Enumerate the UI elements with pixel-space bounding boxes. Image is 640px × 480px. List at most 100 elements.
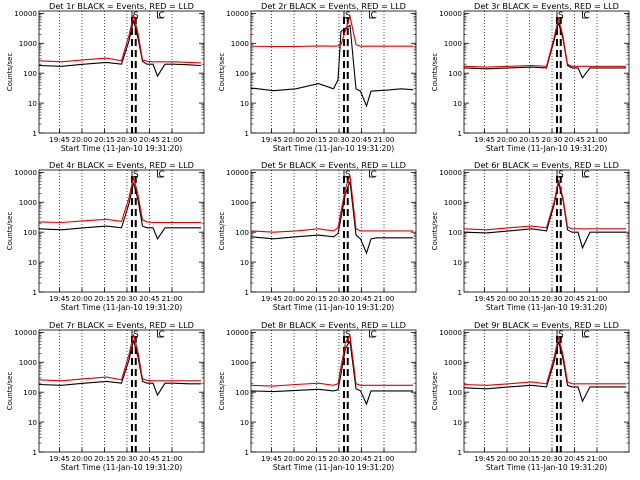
flag-label: S bbox=[345, 11, 351, 21]
series-line-lld bbox=[250, 14, 413, 48]
x-tick-label: 20:45 bbox=[139, 135, 160, 144]
x-tick-label: 21:00 bbox=[587, 454, 608, 463]
y-tick-label: 1000 bbox=[444, 39, 463, 48]
y-tick-label: 1000 bbox=[231, 39, 250, 48]
series-line-lld bbox=[38, 176, 201, 224]
x-axis-label: Start Time (11-Jan-10 19:31:20) bbox=[273, 144, 394, 153]
y-axis-label: Counts/sec bbox=[6, 372, 14, 411]
x-tick-label: 20:45 bbox=[139, 454, 160, 463]
x-tick-label: 20:00 bbox=[497, 454, 518, 463]
detector-panel: Det 3r BLACK = Events, RED = LLD 1 10 100 10… bbox=[431, 1, 630, 153]
y-axis-label: Counts/sec bbox=[431, 372, 439, 411]
x-tick-label: 19:45 bbox=[474, 135, 495, 144]
series-line-lld bbox=[463, 179, 626, 231]
x-tick-label: 20:00 bbox=[284, 294, 305, 303]
x-tick-label: 21:00 bbox=[374, 294, 395, 303]
flag-label: S bbox=[558, 330, 564, 340]
x-tick-label: 20:30 bbox=[329, 135, 350, 144]
series-line-lld bbox=[38, 14, 202, 64]
x-axis-label: Start Time (11-Jan-10 19:31:20) bbox=[61, 144, 182, 153]
y-tick-label: 1000 bbox=[19, 198, 38, 207]
x-axis-label: Start Time (11-Jan-10 19:31:20) bbox=[486, 463, 607, 472]
y-tick-label: 100 bbox=[235, 69, 249, 78]
x-tick-label: 20:00 bbox=[497, 135, 518, 144]
flag-label: C bbox=[371, 11, 377, 21]
x-tick-label: 20:30 bbox=[329, 454, 350, 463]
x-tick-label: 20:45 bbox=[139, 294, 160, 303]
x-tick-label: 20:45 bbox=[564, 135, 585, 144]
y-tick-label: 10000 bbox=[439, 9, 462, 18]
x-tick-label: 20:00 bbox=[284, 454, 305, 463]
x-tick-label: 20:00 bbox=[72, 294, 93, 303]
y-tick-label: 1000 bbox=[444, 358, 463, 367]
x-tick-label: 19:45 bbox=[261, 135, 282, 144]
series-line-events bbox=[250, 181, 413, 255]
x-tick-label: 20:15 bbox=[306, 135, 327, 144]
x-axis-label: Start Time (11-Jan-10 19:31:20) bbox=[486, 303, 607, 312]
y-tick-label: 1 bbox=[457, 448, 462, 457]
flag-label: S bbox=[558, 11, 564, 21]
y-tick-label: 10 bbox=[28, 258, 38, 267]
detector-panel: Det 9r BLACK = Events, RED = LLD 1 10 100 10… bbox=[431, 320, 630, 472]
x-tick-label: 19:45 bbox=[474, 454, 495, 463]
x-tick-label: 20:15 bbox=[519, 135, 540, 144]
panel-title: Det 5r BLACK = Events, RED = LLD bbox=[261, 160, 406, 170]
y-tick-label: 1 bbox=[457, 129, 462, 138]
plot-frame bbox=[38, 10, 205, 134]
y-tick-label: 1000 bbox=[231, 358, 250, 367]
series-line-lld bbox=[38, 334, 201, 382]
x-tick-label: 19:45 bbox=[261, 454, 282, 463]
plot-frame bbox=[463, 169, 630, 293]
y-tick-label: 100 bbox=[235, 228, 249, 237]
x-tick-label: 20:45 bbox=[564, 454, 585, 463]
x-axis-label: Start Time (11-Jan-10 19:31:20) bbox=[486, 144, 607, 153]
series-line-events bbox=[38, 182, 201, 240]
y-tick-label: 10 bbox=[453, 418, 463, 427]
y-tick-label: 10 bbox=[28, 418, 38, 427]
y-axis-label: Counts/sec bbox=[431, 53, 439, 92]
x-tick-label: 20:30 bbox=[117, 294, 138, 303]
x-tick-label: 20:00 bbox=[497, 294, 518, 303]
x-tick-label: 20:15 bbox=[306, 454, 327, 463]
y-tick-label: 100 bbox=[448, 69, 462, 78]
x-tick-label: 20:30 bbox=[542, 294, 563, 303]
flag-label: S bbox=[558, 170, 564, 180]
x-tick-label: 20:45 bbox=[564, 294, 585, 303]
x-tick-label: 21:00 bbox=[587, 294, 608, 303]
x-axis-label: Start Time (11-Jan-10 19:31:20) bbox=[273, 463, 394, 472]
y-tick-label: 1 bbox=[457, 288, 462, 297]
flag-label: S bbox=[133, 11, 139, 21]
panel-title: Det 7r BLACK = Events, RED = LLD bbox=[49, 320, 194, 330]
y-tick-label: 10 bbox=[28, 99, 38, 108]
y-tick-label: 1 bbox=[32, 129, 37, 138]
detector-panel: Det 6r BLACK = Events, RED = LLD 1 10 100 10… bbox=[431, 160, 630, 312]
x-tick-label: 21:00 bbox=[162, 135, 183, 144]
x-tick-label: 20:00 bbox=[72, 135, 93, 144]
x-tick-label: 20:30 bbox=[117, 135, 138, 144]
panel-title: Det 1r BLACK = Events, RED = LLD bbox=[49, 1, 194, 11]
y-tick-label: 1 bbox=[244, 448, 249, 457]
y-tick-label: 10000 bbox=[439, 168, 462, 177]
y-tick-label: 100 bbox=[23, 69, 37, 78]
x-tick-label: 20:00 bbox=[72, 454, 93, 463]
panel-title: Det 6r BLACK = Events, RED = LLD bbox=[474, 160, 619, 170]
plot-frame bbox=[463, 329, 630, 453]
x-tick-label: 19:45 bbox=[261, 294, 282, 303]
series-line-lld bbox=[463, 17, 626, 68]
series-line-events bbox=[463, 182, 626, 250]
y-tick-label: 10000 bbox=[439, 328, 462, 337]
y-tick-label: 10000 bbox=[226, 168, 249, 177]
y-tick-label: 10000 bbox=[14, 328, 37, 337]
y-axis-label: Counts/sec bbox=[6, 212, 14, 251]
x-tick-label: 21:00 bbox=[374, 135, 395, 144]
y-axis-label: Counts/sec bbox=[218, 372, 226, 411]
y-tick-label: 100 bbox=[448, 228, 462, 237]
y-axis-label: Counts/sec bbox=[218, 212, 226, 251]
x-tick-label: 20:15 bbox=[94, 454, 115, 463]
flag-label: C bbox=[159, 330, 165, 340]
x-axis-label: Start Time (11-Jan-10 19:31:20) bbox=[273, 303, 394, 312]
y-tick-label: 1 bbox=[32, 288, 37, 297]
y-tick-label: 1 bbox=[244, 129, 249, 138]
x-axis-label: Start Time (11-Jan-10 19:31:20) bbox=[61, 303, 182, 312]
